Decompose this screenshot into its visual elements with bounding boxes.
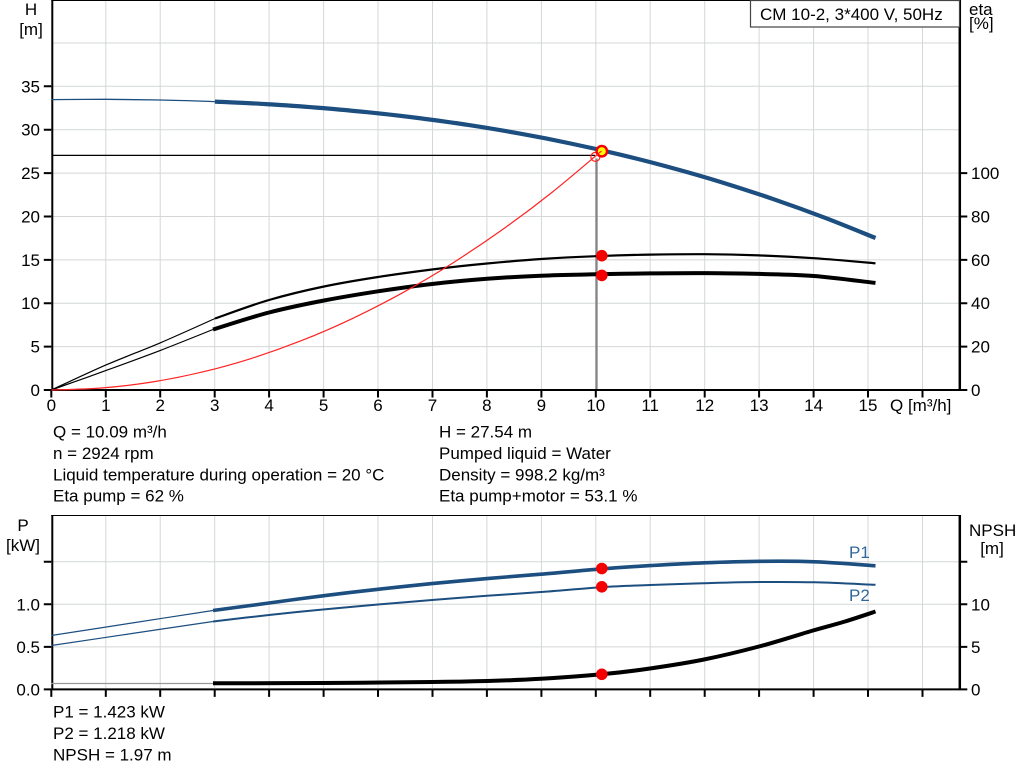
svg-text:30: 30 [21, 121, 40, 140]
svg-text:0: 0 [971, 680, 980, 699]
svg-text:15: 15 [21, 251, 40, 270]
svg-text:Q [m³/h]: Q [m³/h] [890, 396, 951, 415]
svg-text:Q = 10.09 m³/h: Q = 10.09 m³/h [53, 423, 167, 442]
svg-text:5: 5 [31, 338, 40, 357]
svg-text:[kW]: [kW] [6, 536, 40, 555]
svg-text:Eta pump = 62 %: Eta pump = 62 % [53, 487, 184, 506]
svg-text:CM 10-2, 3*400 V, 50Hz: CM 10-2, 3*400 V, 50Hz [760, 5, 943, 24]
svg-text:100: 100 [971, 164, 999, 183]
svg-text:Pumped liquid = Water: Pumped liquid = Water [439, 444, 611, 463]
svg-text:5: 5 [319, 396, 328, 415]
svg-text:20: 20 [971, 338, 990, 357]
svg-text:40: 40 [971, 294, 990, 313]
svg-text:35: 35 [21, 77, 40, 96]
svg-text:8: 8 [482, 396, 491, 415]
svg-text:11: 11 [641, 396, 659, 415]
svg-text:5: 5 [971, 638, 980, 657]
svg-text:NPSH = 1.97 m: NPSH = 1.97 m [53, 745, 172, 764]
svg-text:0: 0 [971, 381, 980, 400]
svg-text:60: 60 [971, 251, 990, 270]
svg-text:13: 13 [750, 396, 769, 415]
svg-text:eta: eta [969, 0, 993, 19]
svg-text:10: 10 [971, 595, 990, 614]
svg-text:4: 4 [264, 396, 273, 415]
svg-text:80: 80 [971, 208, 990, 227]
svg-text:P2: P2 [849, 586, 870, 605]
svg-text:0: 0 [47, 396, 56, 415]
svg-text:P1: P1 [849, 543, 870, 562]
svg-text:1: 1 [101, 396, 110, 415]
svg-text:6: 6 [373, 396, 382, 415]
svg-text:2: 2 [155, 396, 164, 415]
svg-text:H: H [25, 0, 37, 19]
svg-text:0.0: 0.0 [16, 680, 40, 699]
svg-text:[m]: [m] [19, 20, 43, 39]
svg-text:15: 15 [859, 396, 878, 415]
svg-text:H = 27.54 m: H = 27.54 m [439, 423, 532, 442]
svg-text:Liquid temperature during oper: Liquid temperature during operation = 20… [53, 465, 384, 484]
svg-text:25: 25 [21, 164, 40, 183]
svg-text:P2 = 1.218 kW: P2 = 1.218 kW [53, 724, 165, 743]
svg-text:14: 14 [804, 396, 823, 415]
svg-text:10: 10 [586, 396, 605, 415]
svg-text:1.0: 1.0 [16, 595, 40, 614]
svg-text:[m]: [m] [980, 539, 1004, 558]
svg-text:9: 9 [537, 396, 546, 415]
svg-text:NPSH: NPSH [969, 521, 1016, 540]
svg-text:12: 12 [695, 396, 714, 415]
svg-text:[%]: [%] [969, 14, 994, 33]
svg-text:10: 10 [21, 294, 40, 313]
svg-text:3: 3 [210, 396, 219, 415]
svg-text:0: 0 [31, 381, 40, 400]
svg-text:n = 2924 rpm: n = 2924 rpm [53, 444, 154, 463]
svg-text:P1 = 1.423 kW: P1 = 1.423 kW [53, 703, 165, 722]
svg-text:P: P [17, 516, 28, 535]
svg-text:7: 7 [428, 396, 437, 415]
svg-text:Eta pump+motor = 53.1 %: Eta pump+motor = 53.1 % [439, 487, 637, 506]
svg-text:0.5: 0.5 [16, 638, 40, 657]
svg-text:Density = 998.2 kg/m³: Density = 998.2 kg/m³ [439, 465, 605, 484]
svg-text:20: 20 [21, 208, 40, 227]
